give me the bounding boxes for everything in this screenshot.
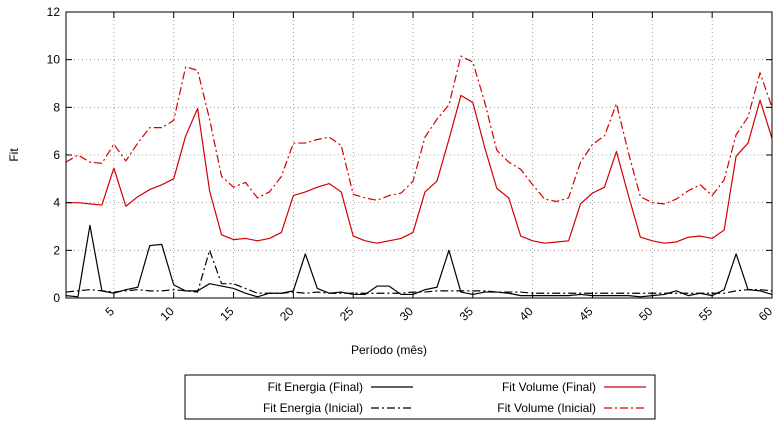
legend: Fit Energia (Final) Fit Energia (Inicial)…: [184, 374, 656, 420]
x-tick-label: 20: [277, 304, 297, 324]
x-tick-label: 60: [756, 304, 775, 324]
legend-box: [184, 374, 656, 420]
x-tick-label: 30: [397, 304, 417, 324]
y-tick-label: 2: [53, 243, 60, 257]
x-axis-ticks: 5 10 15 20 25 30 35 40 45 50 55 60: [102, 12, 775, 324]
x-tick-label: 35: [457, 304, 477, 324]
x-tick-label: 25: [337, 304, 357, 324]
legend-label: Fit Volume (Inicial): [497, 401, 596, 415]
x-tick-label: 10: [157, 304, 177, 324]
y-tick-label: 0: [53, 291, 60, 305]
legend-label: Fit Volume (Final): [502, 380, 596, 394]
series-line-1: [65, 224, 773, 298]
series-line-2: [65, 249, 773, 294]
y-tick-label: 4: [53, 196, 60, 210]
y-tick-label: 8: [53, 100, 60, 114]
series-lines: [65, 55, 773, 298]
x-tick-label: 55: [696, 304, 716, 324]
x-tick-label: 45: [576, 304, 596, 324]
y-axis-label: Fit: [7, 148, 21, 162]
series-line-4: [65, 55, 773, 205]
x-tick-label: 40: [516, 304, 536, 324]
x-tick-label: 15: [217, 304, 237, 324]
x-axis-label: Período (mês): [351, 343, 427, 357]
y-axis-ticks: 0 2 4 6 8 10 12: [47, 5, 772, 305]
x-tick-label: 5: [102, 304, 117, 319]
grid-lines: [66, 12, 772, 298]
x-tick-label: 50: [636, 304, 656, 324]
y-tick-label: 10: [47, 53, 61, 67]
y-tick-label: 6: [53, 148, 60, 162]
legend-label: Fit Energia (Final): [268, 380, 363, 394]
series-line-3: [66, 94, 773, 244]
legend-label: Fit Energia (Inicial): [263, 401, 363, 415]
y-tick-label: 12: [47, 5, 61, 19]
